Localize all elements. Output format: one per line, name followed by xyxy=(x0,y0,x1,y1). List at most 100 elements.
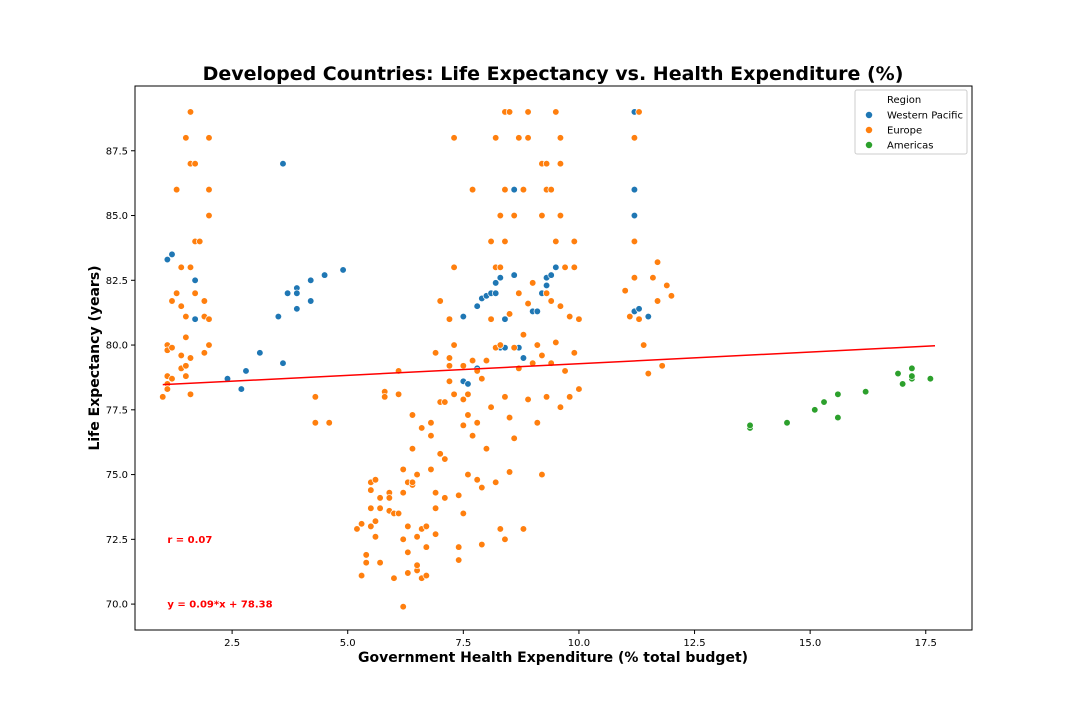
point-europe xyxy=(431,504,440,512)
point-europe xyxy=(445,315,454,323)
point-europe xyxy=(168,375,176,383)
point-europe xyxy=(542,160,551,168)
point-europe xyxy=(404,569,412,577)
point-europe xyxy=(404,522,412,531)
y-tick-label: 70.0 xyxy=(106,600,128,611)
point-europe xyxy=(501,185,509,194)
y-tick-label: 72.5 xyxy=(106,535,128,546)
point-europe xyxy=(542,289,551,297)
point-europe xyxy=(450,341,458,349)
point-europe xyxy=(431,530,440,538)
point-europe xyxy=(496,263,504,271)
x-tick-label: 2.5 xyxy=(224,638,240,649)
point-europe xyxy=(459,362,467,370)
point-europe xyxy=(468,185,477,194)
point-europe xyxy=(635,315,643,323)
point-europe xyxy=(653,297,662,305)
point-europe xyxy=(436,450,444,458)
point-western-pacific xyxy=(464,380,472,388)
point-europe xyxy=(644,369,652,378)
point-western-pacific xyxy=(307,297,315,305)
point-europe xyxy=(505,468,514,476)
point-europe xyxy=(385,494,393,502)
point-europe xyxy=(529,279,537,287)
point-europe xyxy=(450,263,458,271)
y-tick-label: 77.5 xyxy=(106,405,128,416)
point-western-pacific xyxy=(163,255,172,264)
point-europe xyxy=(505,413,514,422)
y-axis-label: Life Expectancy (years) xyxy=(87,265,103,450)
point-western-pacific xyxy=(242,367,250,375)
point-europe xyxy=(371,476,380,484)
point-europe xyxy=(182,134,190,142)
point-americas xyxy=(926,375,935,383)
point-europe xyxy=(487,237,495,246)
point-western-pacific xyxy=(191,276,199,284)
point-europe xyxy=(496,525,504,533)
point-western-pacific xyxy=(274,312,283,321)
point-europe xyxy=(533,341,541,349)
point-europe xyxy=(552,108,560,116)
point-europe xyxy=(570,263,578,271)
point-europe xyxy=(510,211,518,220)
point-europe xyxy=(182,362,190,370)
point-europe xyxy=(538,351,546,360)
point-europe xyxy=(561,263,569,271)
point-europe xyxy=(468,432,477,440)
point-europe xyxy=(478,540,486,549)
point-americas xyxy=(783,419,791,427)
point-western-pacific xyxy=(635,305,643,313)
point-europe xyxy=(186,354,195,362)
annotations: r = 0.07 y = 0.09*x + 78.38 xyxy=(167,535,272,611)
point-europe xyxy=(353,525,361,533)
point-europe xyxy=(196,237,204,246)
point-americas xyxy=(811,406,819,414)
point-western-pacific xyxy=(168,250,176,259)
point-europe xyxy=(182,372,190,380)
point-europe xyxy=(459,421,467,430)
point-europe xyxy=(566,312,574,321)
point-europe xyxy=(524,134,532,142)
point-western-pacific xyxy=(279,160,287,168)
point-europe xyxy=(542,393,551,401)
point-europe xyxy=(547,297,555,305)
point-europe xyxy=(524,108,532,116)
point-europe xyxy=(177,351,185,360)
point-europe xyxy=(205,315,213,323)
point-europe xyxy=(556,134,565,142)
point-europe xyxy=(413,561,421,569)
point-western-pacific xyxy=(473,302,481,310)
point-europe xyxy=(459,395,467,404)
point-europe xyxy=(311,393,319,401)
y-tick-label: 87.5 xyxy=(106,146,128,157)
x-tick-label: 5.0 xyxy=(340,638,356,649)
regression-equation-annotation: y = 0.09*x + 78.38 xyxy=(167,600,272,611)
point-europe xyxy=(431,349,440,357)
point-europe xyxy=(376,494,384,502)
point-europe xyxy=(538,211,546,220)
point-europe xyxy=(408,478,417,486)
point-western-pacific xyxy=(283,289,292,297)
point-europe xyxy=(626,312,634,321)
point-europe xyxy=(191,289,199,297)
correlation-annotation: r = 0.07 xyxy=(167,535,212,546)
point-western-pacific xyxy=(256,349,264,357)
point-europe xyxy=(464,411,472,419)
y-tick-label: 75.0 xyxy=(106,470,128,481)
point-europe xyxy=(663,281,671,290)
point-europe xyxy=(556,211,565,220)
point-western-pacific xyxy=(519,354,528,362)
point-europe xyxy=(505,108,514,116)
point-europe xyxy=(371,533,380,541)
point-europe xyxy=(575,385,583,393)
point-europe xyxy=(445,354,454,362)
point-europe xyxy=(163,385,172,393)
regression-line xyxy=(162,344,936,386)
point-americas xyxy=(861,388,870,396)
legend-box xyxy=(854,89,968,155)
point-western-pacific xyxy=(293,305,301,313)
point-europe xyxy=(519,185,528,194)
point-europe xyxy=(501,393,509,401)
point-americas xyxy=(834,390,842,398)
point-europe xyxy=(556,160,565,168)
